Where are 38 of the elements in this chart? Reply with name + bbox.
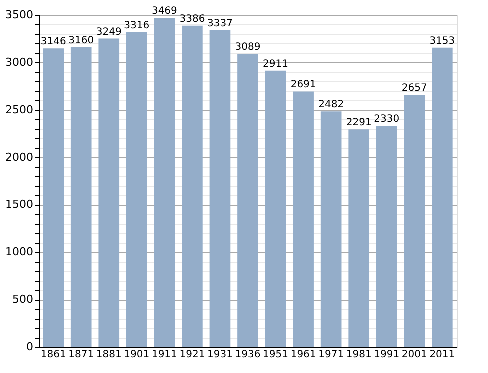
x-tick-label: 1981 [346,350,372,360]
x-tick-label: 1861 [40,350,66,360]
data-label: 3316 [124,20,150,32]
x-tick-label: 1911 [152,350,178,360]
x-tick-label: 1871 [68,350,94,360]
x-tick-label: 2001 [402,350,428,360]
data-label: 3386 [180,14,206,25]
x-tick-label: 1936 [235,350,261,360]
y-tick-label: 2000 [6,150,34,164]
x-tick-label: 1931 [208,350,233,360]
data-label: 3146 [40,36,66,48]
x-tick-label: 1901 [124,350,150,360]
x-tick-label: 1991 [374,350,400,360]
data-label: 2911 [263,58,288,70]
y-tick-label: 1500 [6,198,34,212]
y-tick-label: 3000 [6,56,34,69]
data-label: 3089 [235,42,261,53]
data-label: 2330 [374,114,400,125]
y-tick-label: 3500 [6,8,34,22]
data-label: 3337 [208,18,233,30]
y-tick-label: 2500 [6,103,34,116]
x-tick-label: 1961 [290,350,316,360]
x-tick-label: 2011 [430,350,456,360]
x-tick-label: 1921 [180,350,206,360]
data-label: 2482 [318,100,344,111]
y-tick-label: 0 [26,340,34,354]
y-tick-label: 500 [12,293,34,306]
data-label: 3160 [68,35,94,46]
data-label: 2291 [346,118,372,129]
data-label: 3469 [152,6,178,17]
data-label: 3249 [96,26,122,38]
data-label: 2691 [290,80,316,91]
y-tick-label: 1000 [6,246,34,259]
x-tick-label: 1951 [263,350,288,360]
data-label: 2657 [402,82,428,94]
data-label: 3153 [430,36,456,47]
x-tick-label: 1881 [96,350,122,360]
x-tick-label: 1971 [318,350,344,360]
